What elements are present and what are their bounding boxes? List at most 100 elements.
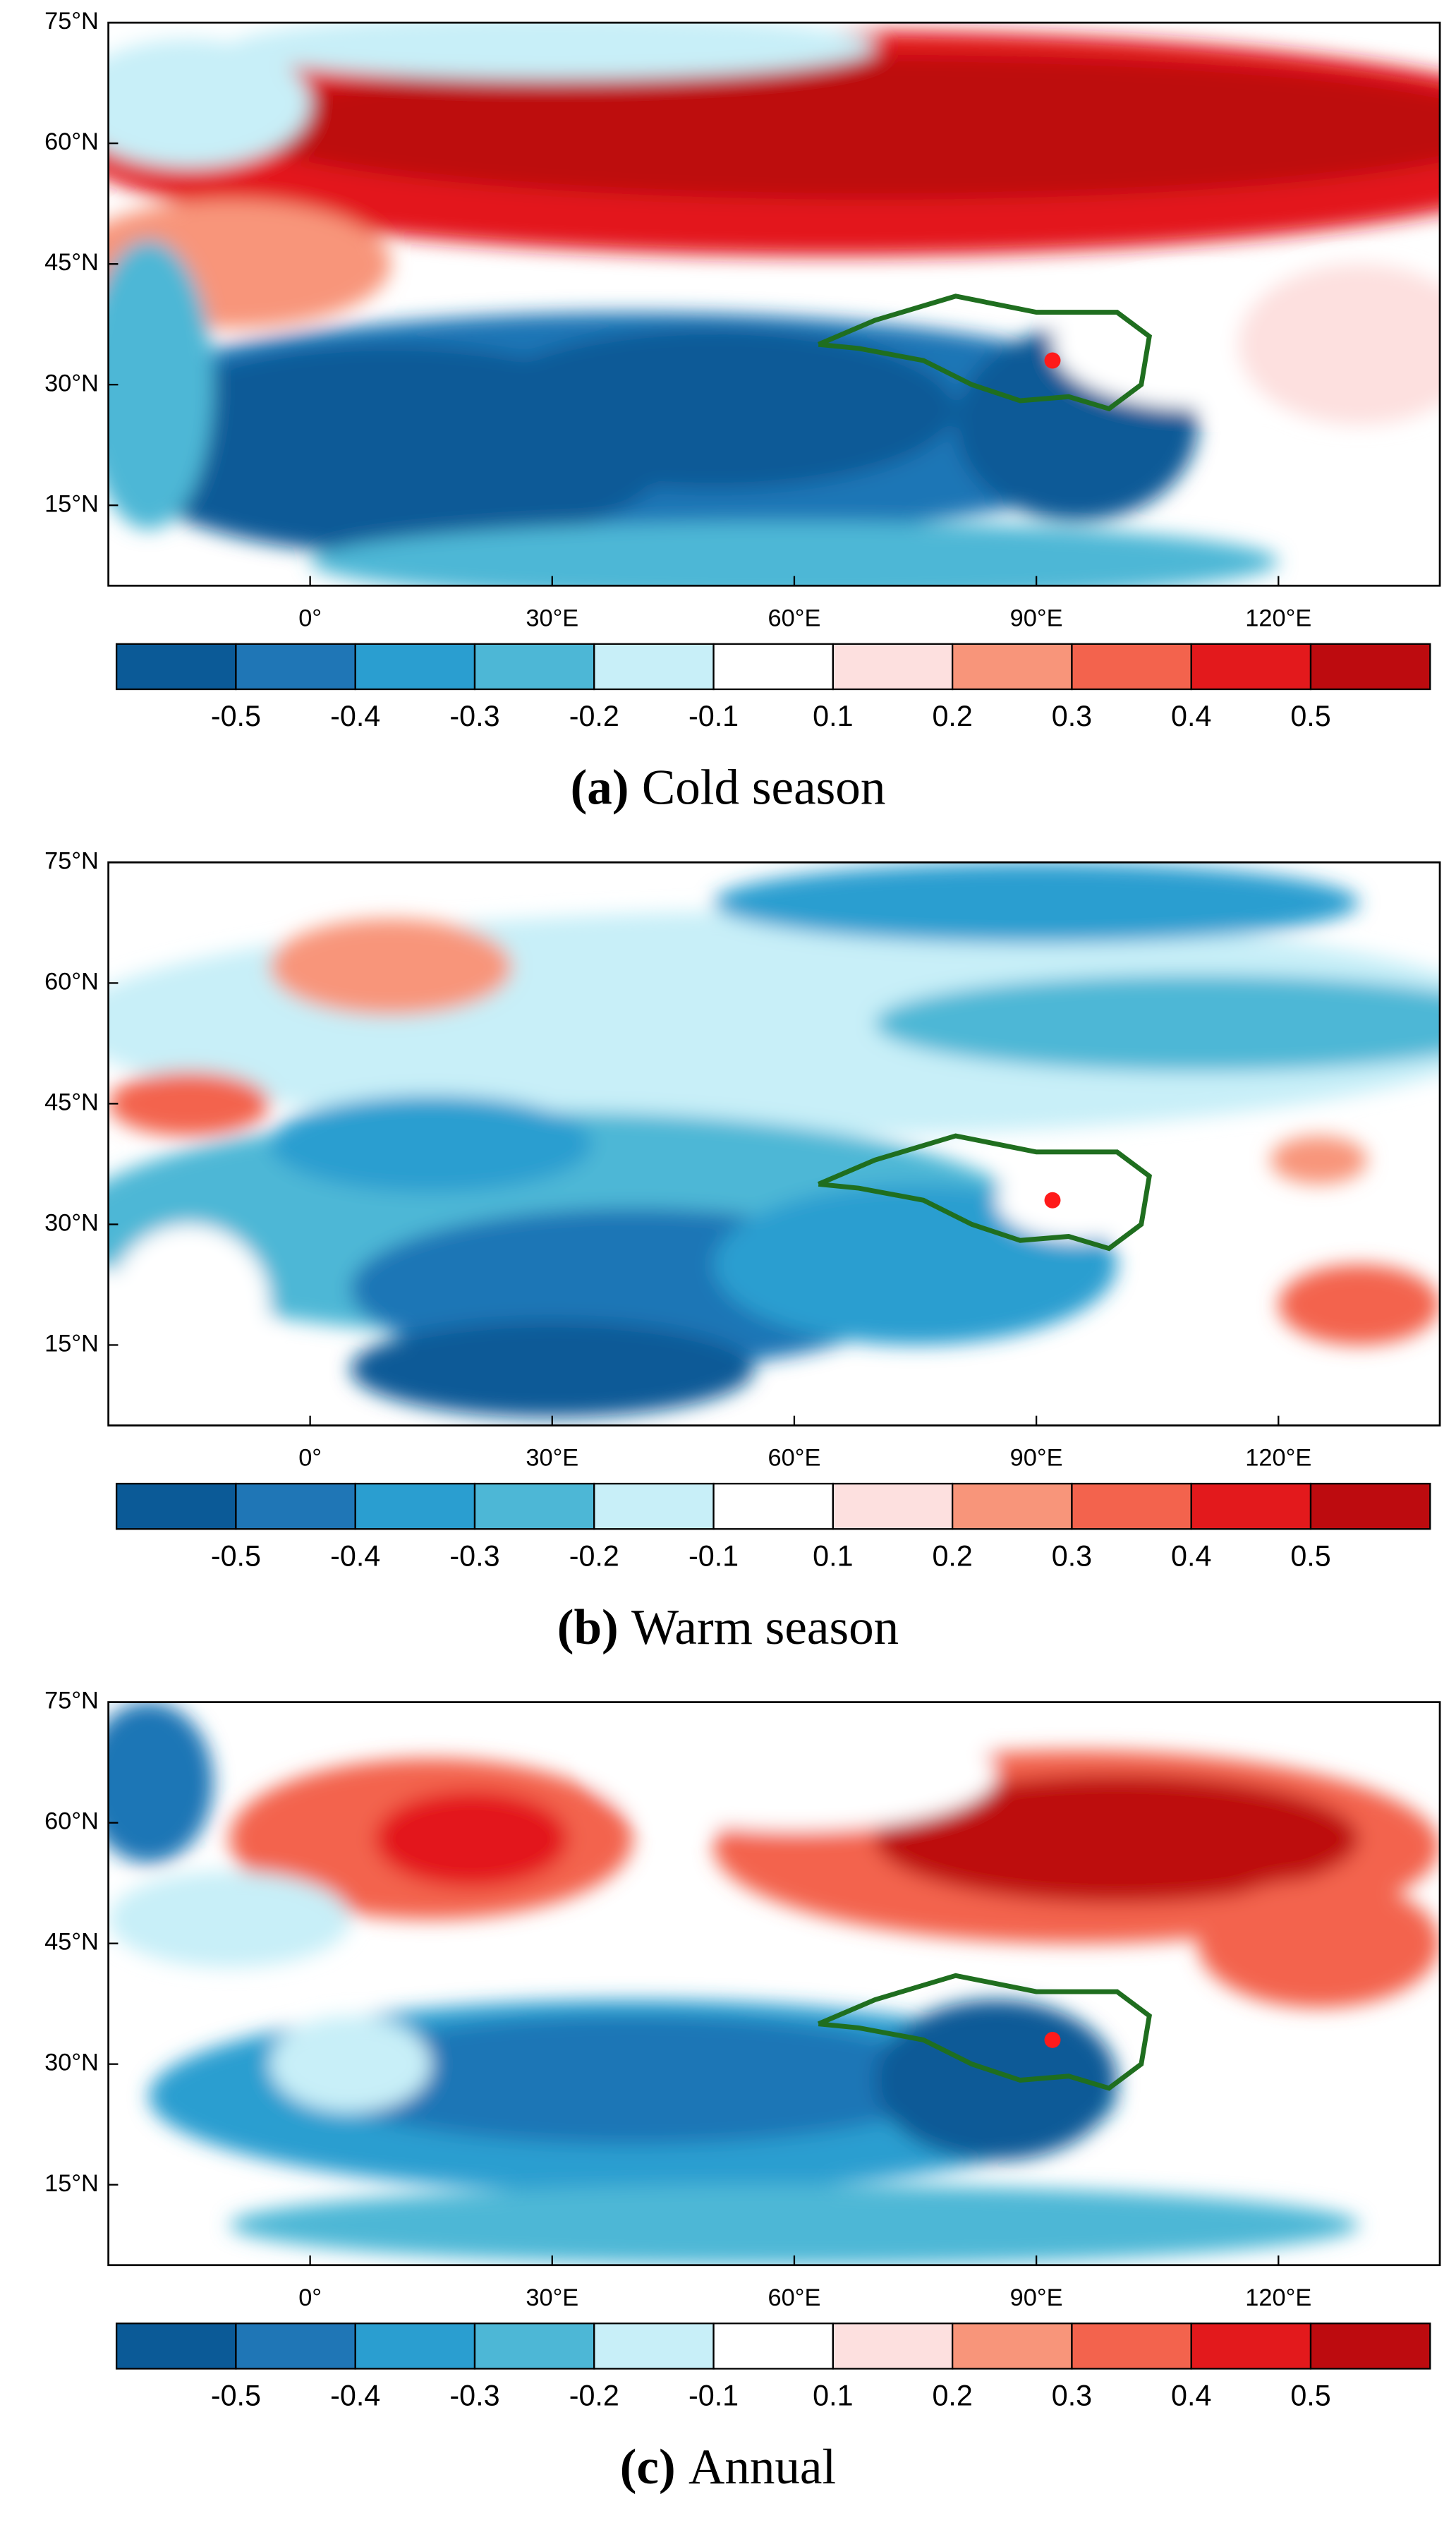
caption-label: (c) xyxy=(620,2440,676,2495)
colorbar-label: 0.5 xyxy=(1290,2380,1330,2412)
field-area xyxy=(108,1871,351,1968)
field-area xyxy=(108,1224,270,1386)
field-area xyxy=(350,1321,754,1418)
field-area xyxy=(1270,1136,1368,1185)
x-tick-label: 120°E xyxy=(1245,1445,1311,1472)
x-tick-label: 90°E xyxy=(1010,605,1063,631)
colorbar-box xyxy=(593,2323,715,2370)
x-tick-label: 0° xyxy=(298,1445,322,1472)
colorbar-box xyxy=(235,643,356,691)
field-area xyxy=(375,1791,569,1887)
field-area xyxy=(269,2016,432,2113)
colorbar-label: -0.2 xyxy=(569,2380,619,2412)
y-tick-label: 75°N xyxy=(44,847,99,874)
field-area xyxy=(108,38,310,168)
field-area xyxy=(108,1702,214,1863)
colorbar-label: -0.3 xyxy=(449,1539,499,1572)
map-frame xyxy=(107,861,1441,1427)
field-area xyxy=(875,975,1440,1072)
colorbar-label: 0.1 xyxy=(813,1539,853,1572)
y-tick-label: 45°N xyxy=(44,1929,99,1956)
y-tick-label: 15°N xyxy=(44,2170,99,2197)
colorbar-label: 0.5 xyxy=(1290,700,1330,732)
x-tick-label: 0° xyxy=(298,2284,322,2311)
x-tick-label: 90°E xyxy=(1010,1445,1063,1472)
y-tick-label: 30°N xyxy=(44,370,99,396)
colorbar-box xyxy=(354,1482,476,1530)
y-tick-label: 30°N xyxy=(44,1210,99,1237)
map xyxy=(108,23,1440,586)
caption: (a) Cold season xyxy=(571,761,886,816)
colorbar-box xyxy=(1071,2323,1192,2370)
y-tick-label: 45°N xyxy=(44,1089,99,1115)
colorbar-box xyxy=(1190,1482,1312,1530)
colorbar-box xyxy=(593,1482,715,1530)
colorbar-box xyxy=(115,1482,237,1530)
colorbar-box xyxy=(832,1482,954,1530)
colorbar-box xyxy=(235,1482,356,1530)
colorbar-box xyxy=(1190,2323,1312,2370)
x-tick-label: 120°E xyxy=(1245,2284,1311,2311)
colorbar-box xyxy=(1071,1482,1192,1530)
y-tick-label: 30°N xyxy=(44,2049,99,2076)
field-area xyxy=(229,23,875,79)
field-area xyxy=(875,1774,1359,1903)
plateau-outline xyxy=(817,1973,1153,2091)
map-frame xyxy=(107,21,1441,587)
y-tick-label: 15°N xyxy=(44,490,99,517)
map-frame xyxy=(107,1701,1441,2267)
colorbar-box xyxy=(1190,643,1312,691)
colorbar-box xyxy=(354,2323,476,2370)
colorbar-label: 0.3 xyxy=(1052,2380,1092,2412)
colorbar-box xyxy=(473,643,595,691)
colorbar-label: 0.1 xyxy=(813,2380,853,2412)
caption: (c) Annual xyxy=(620,2440,836,2495)
x-tick-label: 0° xyxy=(298,605,322,631)
colorbar-box xyxy=(115,2323,237,2370)
x-tick-label: 90°E xyxy=(1010,2284,1063,2311)
y-tick-label: 75°N xyxy=(44,1688,99,1714)
y-tick-label: 75°N xyxy=(44,8,99,35)
colorbar-label: 0.4 xyxy=(1171,1539,1211,1572)
x-tick-label: 30°E xyxy=(526,605,578,631)
colorbar-box xyxy=(473,1482,595,1530)
field-area xyxy=(269,1096,593,1192)
caption-text: Annual xyxy=(688,2440,836,2495)
field xyxy=(108,1702,1440,2265)
colorbar-label: -0.4 xyxy=(330,700,380,732)
x-tick-label: 30°E xyxy=(526,1445,578,1472)
plateau-outline xyxy=(817,293,1153,412)
field xyxy=(108,23,1440,586)
field-area xyxy=(310,521,1279,586)
x-tick-label: 60°E xyxy=(768,605,820,631)
colorbar-label: 0.4 xyxy=(1171,2380,1211,2412)
field-area xyxy=(471,328,956,490)
colorbar-box xyxy=(354,643,476,691)
y-tick-label: 45°N xyxy=(44,249,99,276)
caption-text: Cold season xyxy=(642,761,886,816)
y-tick-label: 60°N xyxy=(44,1808,99,1835)
colorbar-box xyxy=(473,2323,595,2370)
colorbar-box xyxy=(1309,1482,1431,1530)
colorbar-label: 0.2 xyxy=(932,1539,972,1572)
field-area xyxy=(1278,1264,1440,1345)
caption-label: (a) xyxy=(571,761,629,816)
colorbar-label: -0.4 xyxy=(330,1539,380,1572)
field-area xyxy=(108,240,214,530)
panel: 75°N 60°N 45°N 30°N 15°N 0° 30°E 60°E 90°E 120°E -… xyxy=(44,1688,1441,2495)
colorbar-label: -0.5 xyxy=(211,2380,261,2412)
field-area xyxy=(1197,1879,1440,2008)
colorbar-label: 0.5 xyxy=(1290,1539,1330,1572)
colorbar-label: -0.1 xyxy=(688,2380,739,2412)
colorbar-label: -0.1 xyxy=(688,1539,739,1572)
colorbar-label: -0.3 xyxy=(449,700,499,732)
field-area xyxy=(310,2016,956,2145)
field xyxy=(108,862,1440,1418)
field-area xyxy=(995,1160,1158,1241)
map xyxy=(108,862,1440,1426)
panel: 75°N 60°N 45°N 30°N 15°N 0° 30°E 60°E 90°E 120°E -… xyxy=(44,8,1441,816)
field-area xyxy=(592,1718,996,1831)
x-tick-label: 60°E xyxy=(768,2284,820,2311)
colorbar-box xyxy=(712,2323,835,2370)
